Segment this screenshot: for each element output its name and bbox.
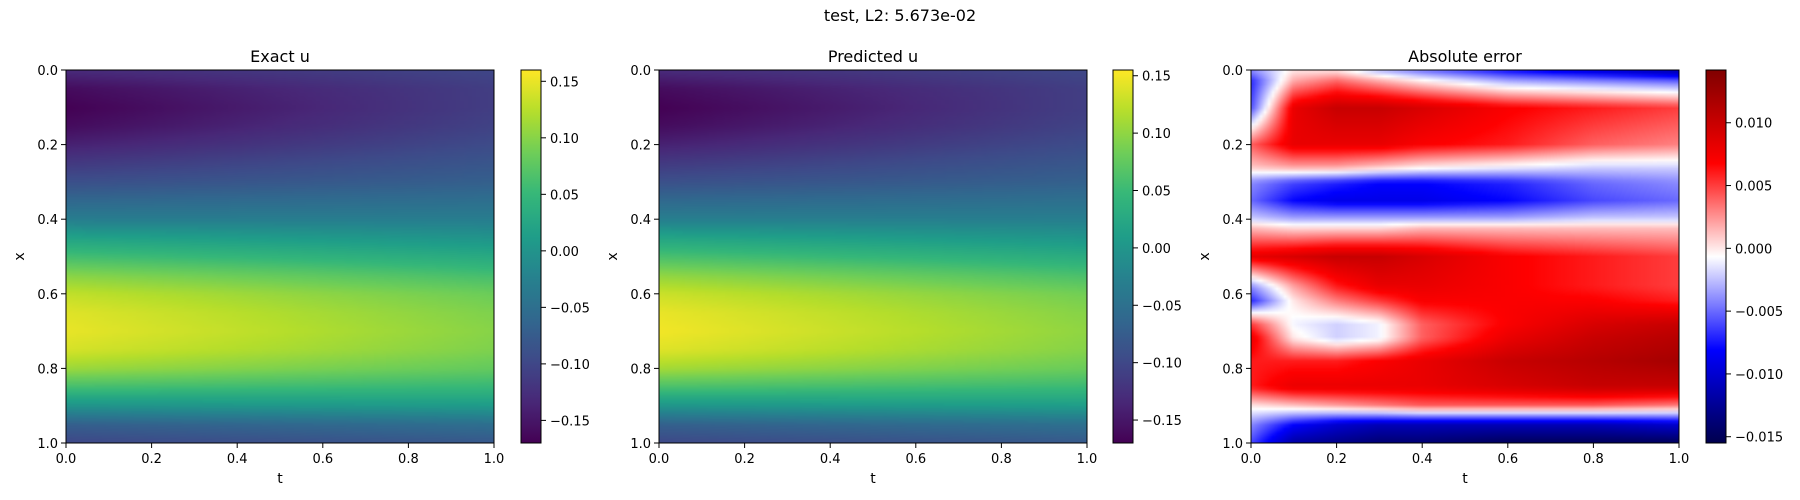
- y-tick-label: 1.0: [630, 437, 651, 452]
- y-axis-label: x: [605, 252, 621, 260]
- x-tick-label: 0.2: [734, 452, 755, 467]
- y-tick-label: 0.2: [1222, 139, 1243, 154]
- chart-panel-1: Exact u 0.0 0.2 0.4 0.6 0.8 1.0 t 0.0 0.2 0.4 0.6 0.…: [12, 47, 590, 487]
- x-tick-label: 1.0: [1669, 452, 1690, 467]
- x-tick-label: 0.8: [398, 452, 419, 467]
- heatmap-image: [1251, 70, 1679, 443]
- x-tick-label: 0.8: [991, 452, 1012, 467]
- colorbar-tick-label: 0.000: [1735, 242, 1772, 257]
- colorbar-tick-label: 0.05: [550, 188, 579, 203]
- x-tick-label: 0.4: [1412, 452, 1433, 467]
- x-tick-label: 0.6: [312, 452, 333, 467]
- colorbar-tick-label: −0.05: [1142, 299, 1182, 314]
- y-tick-label: 0.2: [630, 139, 651, 154]
- colorbar-tick-label: 0.10: [1142, 127, 1171, 142]
- y-tick-label: 0.0: [630, 64, 651, 79]
- y-tick-label: 0.8: [630, 362, 651, 377]
- colorbar-tick-label: 0.15: [1142, 70, 1171, 85]
- x-tick-label: 0.0: [1241, 452, 1262, 467]
- heatmap-image: [66, 70, 494, 443]
- x-tick-label: 0.6: [1497, 452, 1518, 467]
- chart-panel-3: Absolute error 0.0 0.2 0.4 0.6 0.8 1.0 t 0.0 0.2 0…: [1197, 47, 1783, 487]
- y-tick-label: 0.2: [37, 139, 58, 154]
- colorbar-tick-label: 0.05: [1142, 185, 1171, 200]
- x-tick-label: 0.4: [227, 452, 248, 467]
- plot-frame: [658, 69, 1088, 444]
- colorbar-tick-label: −0.15: [550, 414, 590, 429]
- y-tick-label: 0.6: [37, 288, 58, 303]
- y-tick-label: 0.6: [1222, 288, 1243, 303]
- y-tick-label: 1.0: [1222, 437, 1243, 452]
- y-tick-label: 0.4: [630, 213, 651, 228]
- plot-frame: [1250, 69, 1680, 444]
- colorbar-tick-label: −0.05: [550, 301, 590, 316]
- colorbar: [1705, 69, 1727, 444]
- colorbar-tick-label: −0.015: [1735, 431, 1783, 446]
- y-axis-label: x: [12, 252, 28, 260]
- colorbar: [1112, 69, 1134, 444]
- colorbar-tick-label: 0.15: [550, 75, 579, 90]
- x-tick-label: 1.0: [484, 452, 505, 467]
- colorbar-tick-label: −0.10: [550, 358, 590, 373]
- y-tick-label: 0.0: [37, 64, 58, 79]
- y-axis-label: x: [1197, 252, 1213, 260]
- chart-title: Exact u: [250, 47, 310, 66]
- y-tick-label: 0.6: [630, 288, 651, 303]
- colorbar-tick-label: 0.005: [1735, 180, 1772, 195]
- colorbar-tick-label: −0.15: [1142, 414, 1182, 429]
- colorbar-tick-label: −0.10: [1142, 357, 1182, 372]
- colorbar-tick-label: 0.010: [1735, 117, 1772, 132]
- x-axis-label: t: [870, 471, 876, 487]
- x-tick-label: 1.0: [1077, 452, 1098, 467]
- y-tick-label: 0.0: [1222, 64, 1243, 79]
- x-tick-label: 0.0: [56, 452, 77, 467]
- chart-title: Absolute error: [1408, 47, 1522, 66]
- x-tick-label: 0.4: [820, 452, 841, 467]
- y-tick-label: 0.8: [1222, 362, 1243, 377]
- y-tick-label: 0.4: [1222, 213, 1243, 228]
- chart-title: Predicted u: [828, 47, 918, 66]
- plot-frame: [65, 69, 495, 444]
- x-tick-label: 0.6: [905, 452, 926, 467]
- x-tick-label: 0.2: [141, 452, 162, 467]
- x-tick-label: 0.2: [1326, 452, 1347, 467]
- y-tick-label: 0.4: [37, 213, 58, 228]
- x-tick-label: 0.0: [649, 452, 670, 467]
- y-tick-label: 0.8: [37, 362, 58, 377]
- y-tick-label: 1.0: [37, 437, 58, 452]
- figure-title: test, L2: 5.673e-02: [823, 6, 977, 25]
- colorbar-tick-label: 0.00: [550, 245, 579, 260]
- chart-panel-2: Predicted u 0.0 0.2 0.4 0.6 0.8 1.0 t 0.0 0.2 0.4 0…: [605, 47, 1182, 487]
- colorbar: [520, 69, 542, 444]
- colorbar-tick-label: −0.005: [1735, 305, 1783, 320]
- x-axis-label: t: [1462, 471, 1468, 487]
- x-axis-label: t: [277, 471, 283, 487]
- colorbar-tick-label: −0.010: [1735, 368, 1783, 383]
- colorbar-tick-label: 0.10: [550, 132, 579, 147]
- colorbar-tick-label: 0.00: [1142, 242, 1171, 257]
- heatmap-image: [659, 70, 1087, 443]
- x-tick-label: 0.8: [1583, 452, 1604, 467]
